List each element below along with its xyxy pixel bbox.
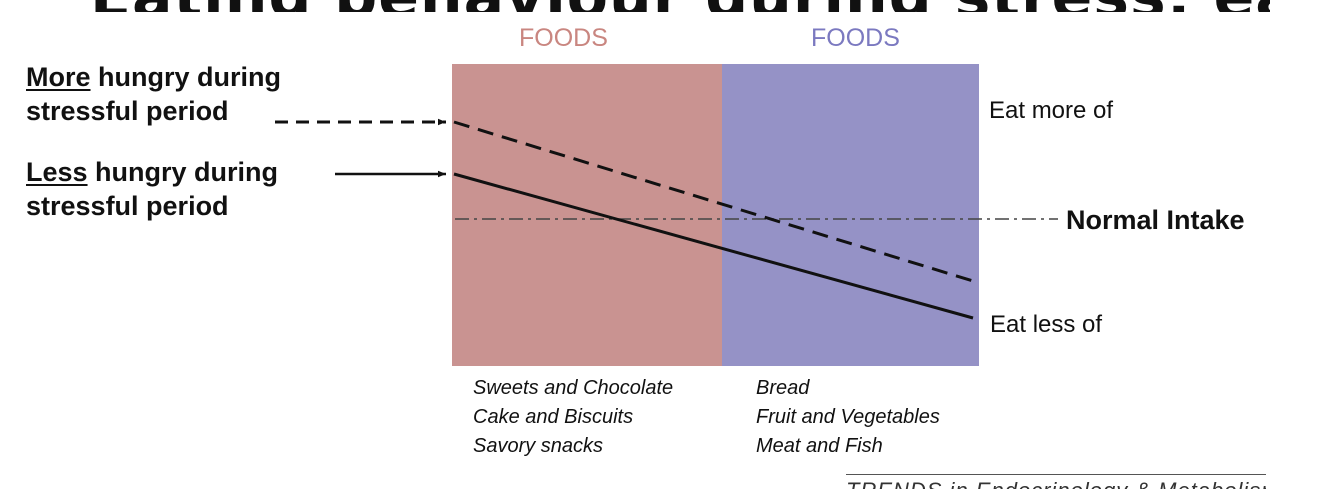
left-food-zone (452, 64, 722, 366)
right-zone-heading: FOODS (811, 24, 900, 52)
more-label-rest: hungry during (90, 62, 281, 92)
eat-more-label: Eat more of (989, 97, 1114, 124)
right-food-zone (722, 64, 979, 366)
less-emphasis: Less (26, 157, 88, 187)
less-label-line2: stressful period (26, 191, 229, 221)
less-hungry-trend-line (453, 172, 974, 320)
less-label-rest: hungry during (87, 157, 279, 187)
left-zone-heading: FOODS (519, 24, 608, 52)
source-credit: TRENDS in Endocrinology & Metabolism (846, 478, 1266, 489)
normal-intake-label: Normal Intake (1066, 205, 1245, 235)
food-item: Savory snacks (473, 435, 604, 457)
more-label-line2: stressful period (26, 96, 229, 126)
more-emphasis: More (26, 62, 91, 92)
right-food-list: Bread Fruit and Vegetables Meat and Fish (756, 374, 940, 461)
more-hungry-label: More hungry during stressful period (26, 60, 281, 128)
food-item: Cake and Biscuits (473, 406, 634, 428)
food-item: Sweets and Chocolate (473, 377, 674, 399)
source-rule (846, 474, 1266, 475)
less-hungry-label: Less hungry during stressful period (26, 155, 278, 223)
more-hungry-trend-line (453, 120, 974, 283)
left-food-list: Sweets and Chocolate Cake and Biscuits S… (473, 374, 673, 461)
eat-less-label: Eat less of (990, 311, 1103, 338)
title-fragment: Eating behaviour during stress: eating c… (90, 0, 1270, 12)
food-item: Meat and Fish (756, 435, 883, 457)
food-item: Fruit and Vegetables (756, 406, 940, 428)
food-item: Bread (756, 377, 810, 399)
